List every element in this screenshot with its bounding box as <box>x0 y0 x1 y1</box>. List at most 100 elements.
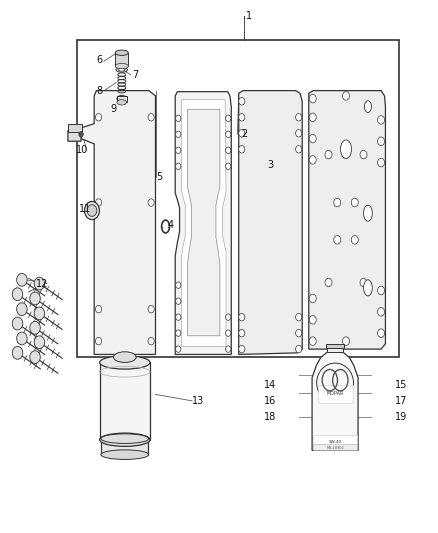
Text: 4: 4 <box>168 220 174 230</box>
Text: 5: 5 <box>156 172 162 182</box>
Bar <box>326 344 344 348</box>
Circle shape <box>296 130 302 137</box>
Circle shape <box>378 116 385 124</box>
Circle shape <box>239 345 245 353</box>
Bar <box>115 53 128 66</box>
Circle shape <box>239 313 245 321</box>
Ellipse shape <box>116 67 127 72</box>
Text: 16: 16 <box>264 396 276 406</box>
Circle shape <box>148 305 154 313</box>
Circle shape <box>309 337 316 345</box>
Bar <box>318 385 353 402</box>
Circle shape <box>176 298 181 304</box>
Ellipse shape <box>115 50 128 55</box>
Polygon shape <box>181 100 226 346</box>
Circle shape <box>378 308 385 316</box>
Circle shape <box>378 158 385 167</box>
Circle shape <box>334 236 341 244</box>
Bar <box>313 444 357 450</box>
Circle shape <box>296 345 302 353</box>
Circle shape <box>95 199 102 206</box>
Circle shape <box>351 198 358 207</box>
Circle shape <box>296 329 302 337</box>
Circle shape <box>309 316 316 324</box>
Circle shape <box>226 115 231 122</box>
Text: 9: 9 <box>110 104 116 114</box>
Circle shape <box>343 92 350 100</box>
Text: 11: 11 <box>79 204 92 214</box>
Circle shape <box>176 314 181 320</box>
Circle shape <box>12 288 23 301</box>
Text: 3: 3 <box>268 160 274 170</box>
Ellipse shape <box>115 63 128 69</box>
Circle shape <box>12 346 23 359</box>
Circle shape <box>30 321 40 334</box>
Circle shape <box>309 294 316 303</box>
Circle shape <box>378 329 385 337</box>
Circle shape <box>176 115 181 122</box>
Ellipse shape <box>101 450 148 459</box>
Polygon shape <box>239 91 302 354</box>
Polygon shape <box>312 352 358 450</box>
Text: 6: 6 <box>96 55 102 64</box>
Ellipse shape <box>118 68 125 71</box>
Circle shape <box>17 273 27 286</box>
Polygon shape <box>68 127 81 141</box>
Circle shape <box>95 337 102 345</box>
Text: 7: 7 <box>132 70 138 79</box>
Circle shape <box>176 330 181 336</box>
Circle shape <box>309 113 316 122</box>
Bar <box>314 435 357 448</box>
Ellipse shape <box>99 356 150 369</box>
Circle shape <box>176 282 181 288</box>
Circle shape <box>176 147 181 154</box>
Bar <box>68 124 82 132</box>
Circle shape <box>176 346 181 352</box>
Text: 19: 19 <box>395 412 407 422</box>
Text: 14: 14 <box>264 380 276 390</box>
Circle shape <box>226 314 231 320</box>
Circle shape <box>351 236 358 244</box>
Circle shape <box>296 146 302 153</box>
Polygon shape <box>81 91 155 354</box>
Circle shape <box>226 131 231 138</box>
Bar <box>99 362 150 440</box>
Ellipse shape <box>85 201 99 220</box>
Circle shape <box>239 98 245 105</box>
Ellipse shape <box>117 95 127 102</box>
Text: 15: 15 <box>395 380 407 390</box>
Text: 1: 1 <box>246 11 252 21</box>
Circle shape <box>334 198 341 207</box>
Circle shape <box>360 278 367 287</box>
Bar <box>327 348 343 352</box>
Bar <box>77 40 399 357</box>
Ellipse shape <box>364 205 372 221</box>
Circle shape <box>30 292 40 305</box>
Circle shape <box>95 305 102 313</box>
Circle shape <box>34 307 45 320</box>
Circle shape <box>360 150 367 159</box>
Ellipse shape <box>364 280 372 296</box>
Text: 18: 18 <box>264 412 276 422</box>
Polygon shape <box>309 91 385 349</box>
Circle shape <box>309 94 316 103</box>
Text: 5W-40: 5W-40 <box>328 440 342 445</box>
Circle shape <box>34 277 45 290</box>
Circle shape <box>309 134 316 143</box>
Circle shape <box>239 130 245 137</box>
Text: 12: 12 <box>36 279 49 288</box>
Circle shape <box>176 131 181 138</box>
Circle shape <box>95 114 102 121</box>
Polygon shape <box>187 109 220 336</box>
Circle shape <box>34 336 45 349</box>
Circle shape <box>79 132 83 137</box>
Text: 8: 8 <box>97 86 103 95</box>
Bar <box>117 96 127 102</box>
Circle shape <box>17 332 27 345</box>
Polygon shape <box>175 92 231 354</box>
Ellipse shape <box>341 140 352 159</box>
Circle shape <box>378 137 385 146</box>
Ellipse shape <box>163 223 168 231</box>
Circle shape <box>176 163 181 169</box>
Ellipse shape <box>99 433 150 447</box>
